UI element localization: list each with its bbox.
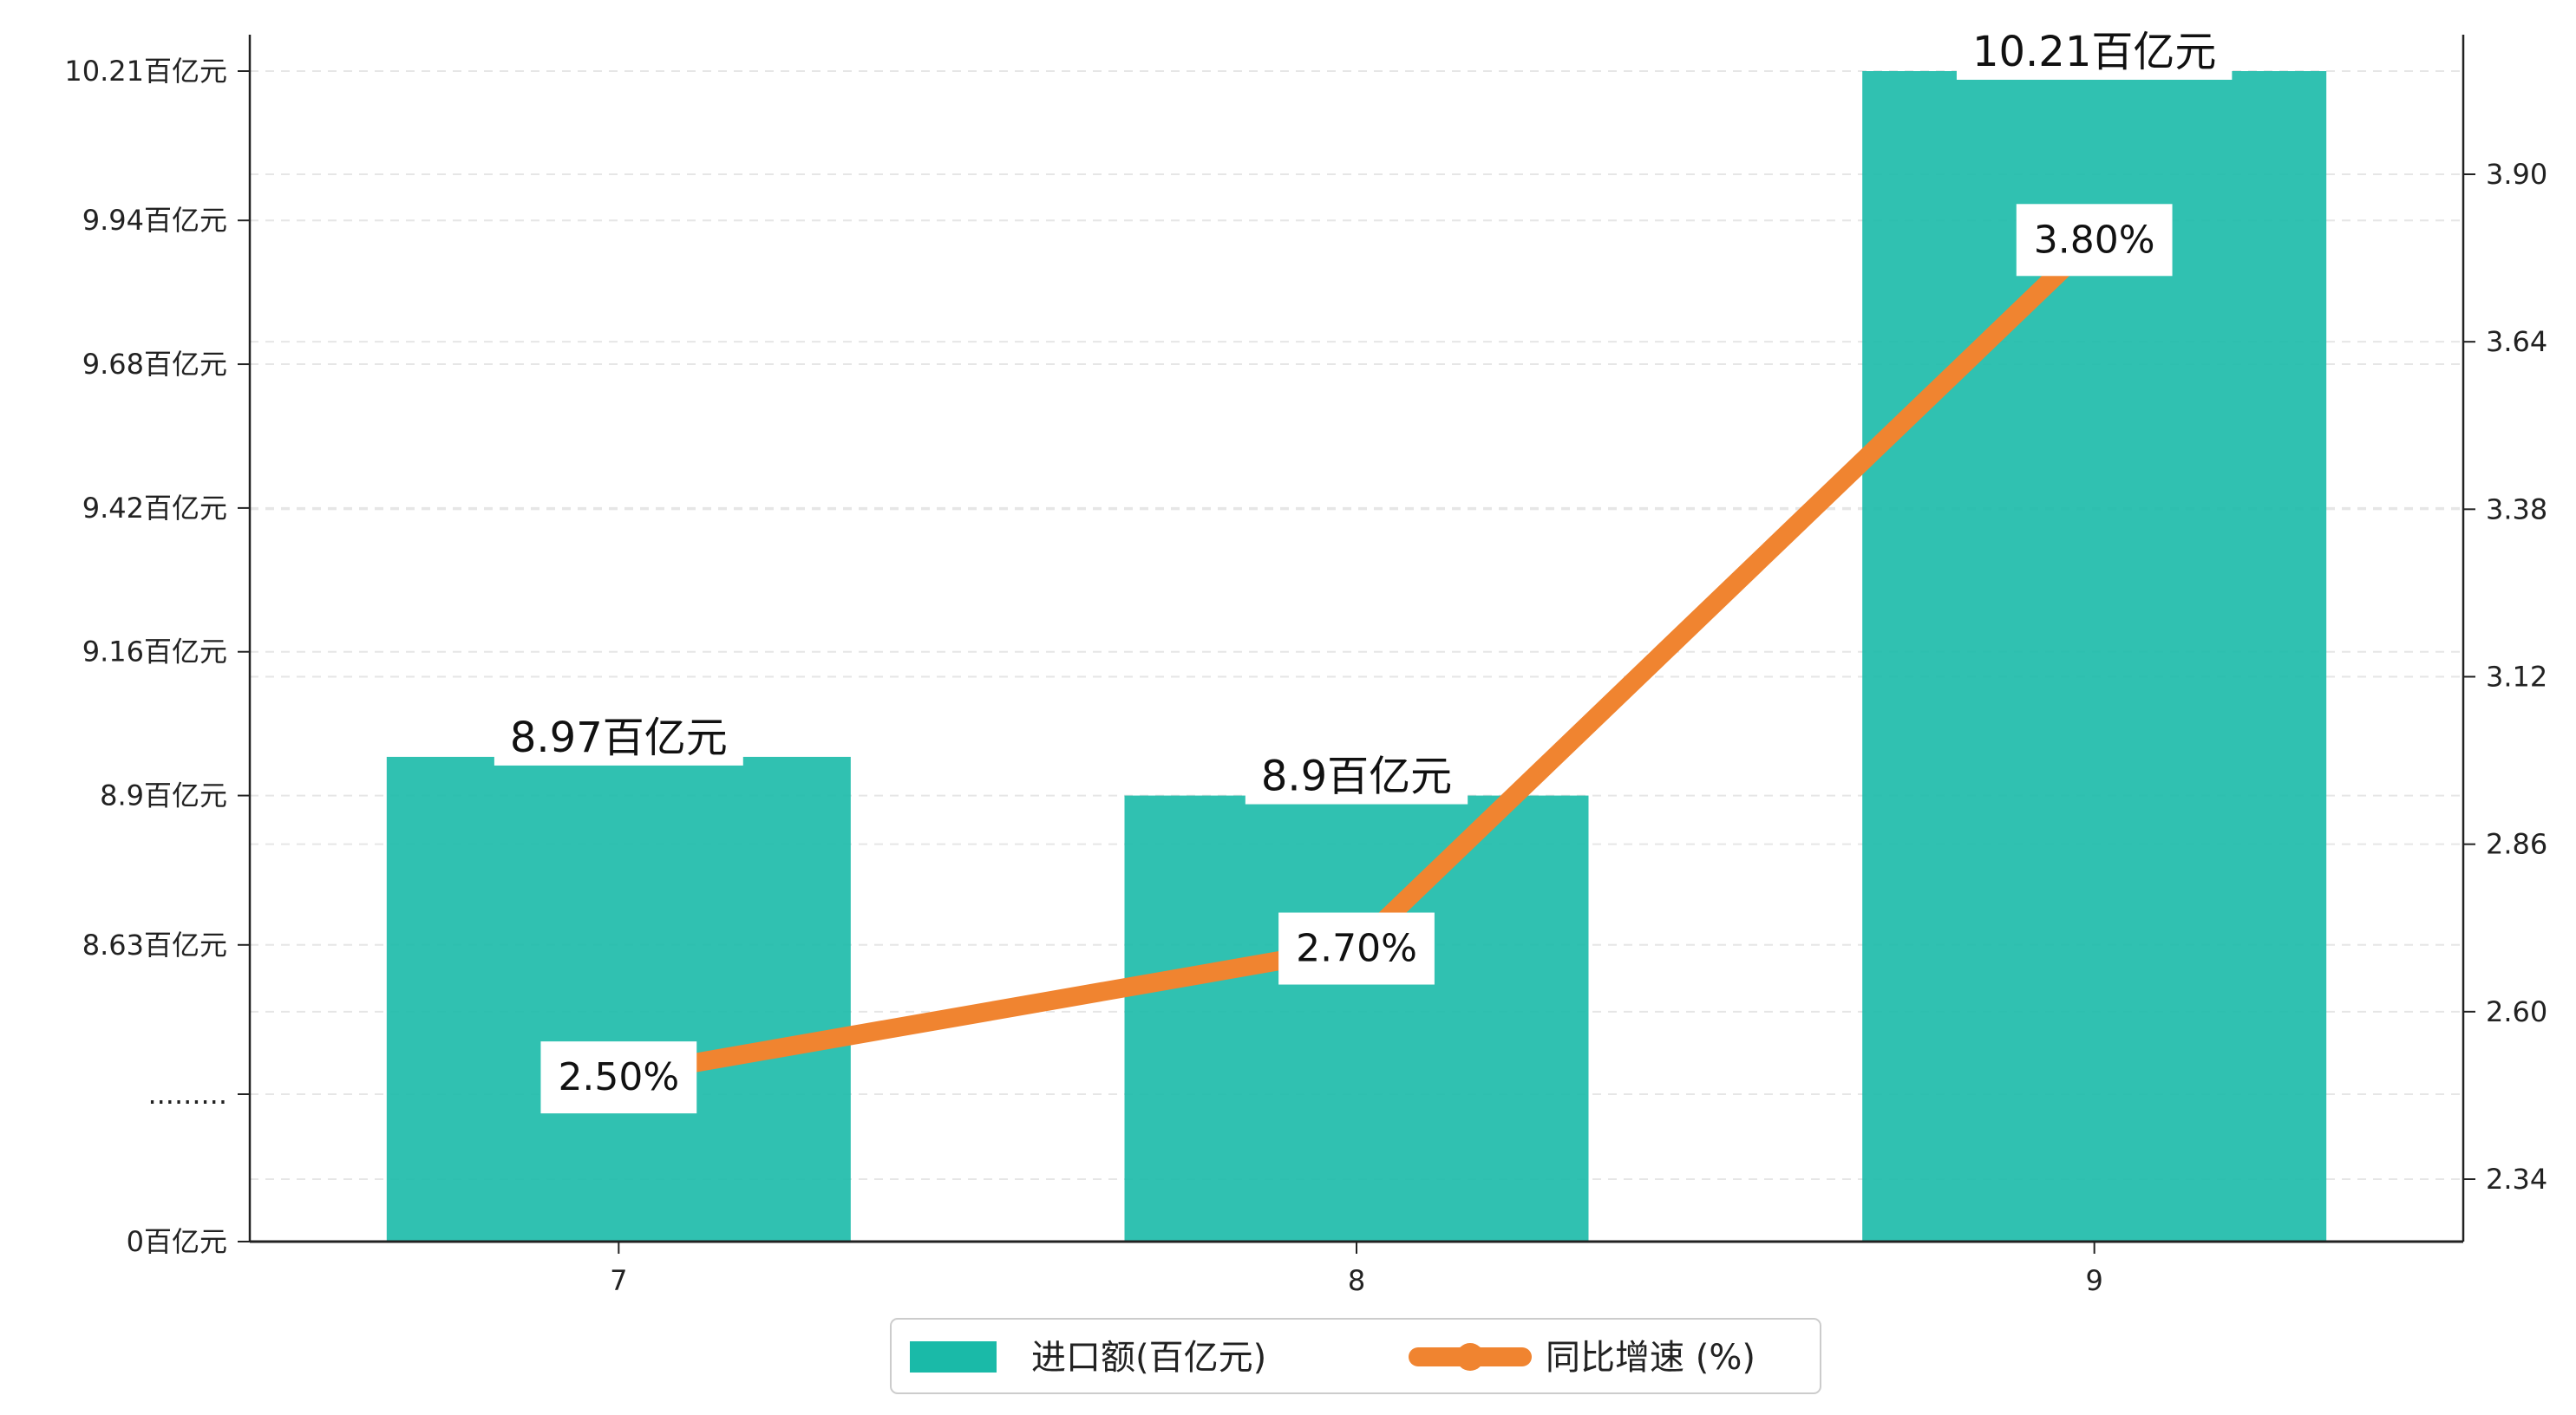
- bar: [1124, 795, 1589, 1242]
- legend-label-bar: 进口额(百亿元): [1031, 1338, 1266, 1378]
- left-tick-label: 8.63百亿元: [82, 929, 227, 962]
- bar-value-label-group: 8.9百亿元: [1245, 748, 1468, 805]
- right-tick-label: 2.86: [2486, 828, 2547, 861]
- right-tick-label: 2.34: [2486, 1163, 2547, 1196]
- line-value-label-group: 2.70%: [1278, 912, 1435, 985]
- legend-box: [890, 1318, 1821, 1394]
- bar: [386, 756, 851, 1242]
- bar-value-label-group: 8.97百亿元: [494, 709, 743, 766]
- left-tick-label: 9.68百亿元: [82, 348, 227, 381]
- right-tick-label: 3.64: [2486, 325, 2547, 358]
- left-tick-label: .........: [147, 1078, 227, 1111]
- left-tick-label: 8.9百亿元: [100, 779, 227, 812]
- right-axis: 2.34 2.60 2.86 3.12 3.38 3.64 3.90: [2462, 35, 2547, 1242]
- line-value-label-background: [1278, 912, 1435, 985]
- legend-swatch-bar: [910, 1341, 997, 1373]
- bar-value-label: 8.9百亿元: [1261, 753, 1452, 801]
- x-axis: 7 8 9: [250, 1240, 2463, 1297]
- left-tick-label: 0百亿元: [127, 1225, 227, 1258]
- line-value-label-background: [540, 1041, 697, 1114]
- bar-value-label-background: [1245, 748, 1468, 805]
- line-value-label-group: 3.80%: [2016, 204, 2173, 277]
- x-tick-label: 9: [2085, 1264, 2102, 1297]
- right-tick-label: 2.60: [2486, 995, 2547, 1028]
- line-value-label-background: [2016, 204, 2173, 277]
- left-tick-label: 9.42百亿元: [82, 492, 227, 525]
- right-tick-label: 3.90: [2486, 158, 2547, 191]
- bar-value-labels: 8.97百亿元 8.9百亿元 10.21百亿元: [494, 24, 2233, 805]
- legend-label-line: 同比增速 (%): [1546, 1338, 1755, 1378]
- left-tick-label: 10.21百亿元: [64, 55, 227, 88]
- line-value-label: 3.80%: [2034, 218, 2155, 262]
- line-value-label: 2.50%: [558, 1055, 679, 1099]
- bar-value-label-group: 10.21百亿元: [1956, 24, 2233, 80]
- right-tick-label: 3.12: [2486, 661, 2547, 694]
- line-value-label-group: 2.50%: [540, 1041, 697, 1114]
- bars: [386, 71, 2327, 1242]
- left-tick-label: 9.16百亿元: [82, 636, 227, 668]
- bar-value-label: 10.21百亿元: [1972, 28, 2216, 76]
- legend-swatch-marker: [1456, 1343, 1484, 1371]
- legend: 进口额(百亿元) 同比增速 (%): [890, 1318, 1821, 1394]
- bar-value-label: 8.97百亿元: [510, 714, 728, 762]
- bar-value-label-background: [494, 709, 743, 766]
- line-value-label: 2.70%: [1296, 927, 1417, 971]
- left-axis: 0百亿元......... 8.63百亿元 8.9百亿元 9.16百亿元 9.42百亿元…: [64, 35, 252, 1258]
- line-value-labels: 2.50% 2.70% 3.80%: [540, 204, 2173, 1114]
- x-tick-label: 8: [1348, 1264, 1365, 1297]
- left-tick-label: 9.94百亿元: [82, 204, 227, 237]
- x-tick-label: 7: [610, 1264, 627, 1297]
- right-tick-label: 3.38: [2486, 492, 2547, 525]
- bar-value-label-background: [1956, 24, 2233, 80]
